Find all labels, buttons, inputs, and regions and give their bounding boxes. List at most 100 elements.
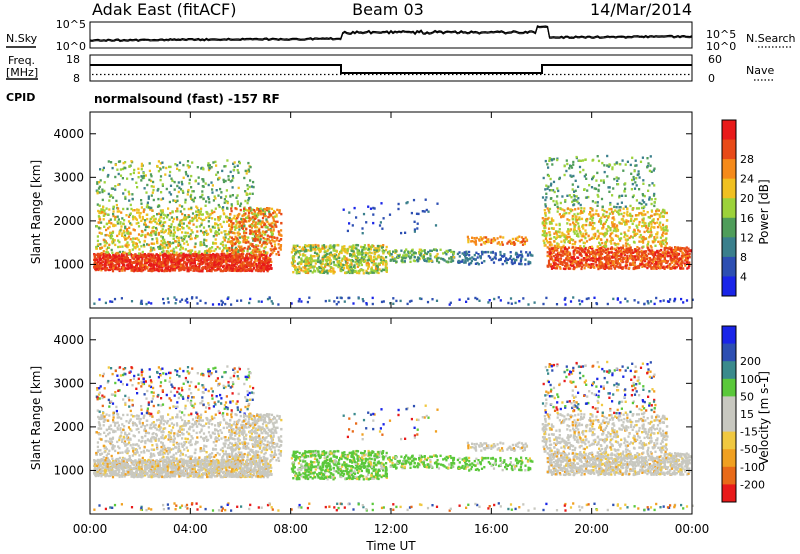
power-cell [202,226,206,229]
power-cell [234,228,237,231]
power-cell [326,252,329,256]
power-cell [186,160,190,163]
power-cell [206,256,209,260]
power-cell [96,182,99,185]
power-cell [302,266,305,269]
power-cell [521,255,524,258]
nsky-label: N.Sky [6,32,38,45]
power-cell [525,251,528,254]
power-cell [512,257,515,261]
power-cell [350,247,354,250]
power-cell [330,246,333,249]
power-cell [612,256,616,259]
power-cell [258,258,261,261]
power-cell [116,215,119,218]
power-cell [182,176,185,179]
power-cell [280,234,283,237]
power-cell [157,212,161,215]
power-cell [482,251,485,254]
power-cell [258,255,261,258]
power-cell [590,263,593,266]
power-cell [178,204,181,207]
power-cell [361,248,364,252]
power-cell [563,250,566,253]
power-cell [157,187,160,191]
power-cell [221,269,224,273]
power-cell [385,269,388,272]
power-cell [274,224,277,227]
power-cell [137,176,140,179]
power-cell [520,256,523,260]
power-cell [217,203,220,207]
power-cell [167,250,170,253]
power-cell [435,258,439,261]
power-cell [111,196,115,199]
power-cell [125,259,128,262]
power-cell [242,256,245,259]
power-cell [577,247,580,250]
power-cell [367,265,370,268]
power-cell [212,199,215,202]
power-cell [132,228,135,231]
power-cell [152,246,155,250]
power-cell [688,253,691,256]
power-cell [127,190,130,193]
power-cell [622,256,625,259]
power-cell [114,163,117,167]
power-cell [379,245,382,248]
power-cell [265,258,268,262]
power-cell [472,257,475,261]
power-cell [592,263,595,266]
power-cell [138,248,141,251]
power-cell [134,237,137,240]
power-cell [416,222,419,225]
power-cell [450,257,453,261]
power-cell [331,270,334,273]
power-cell [177,262,180,265]
power-cell [184,170,187,174]
power-cell [216,171,219,174]
power-cell [189,259,192,262]
power-cell [179,243,182,247]
power-cell [567,259,570,262]
power-cell [168,165,171,169]
power-cell [225,189,228,192]
power-cell [364,251,367,255]
power-cell [185,240,188,243]
power-cell [505,259,508,262]
power-cell [162,257,165,260]
power-cell [475,251,478,254]
power-cell [567,246,571,249]
power-cell [195,235,198,238]
power-cell [465,250,468,253]
power-cell [369,256,372,259]
power-cell [624,264,627,267]
power-cell [524,263,527,266]
power-cell [573,260,576,263]
power-cell [132,244,135,247]
power-cell [429,257,432,260]
power-cell [522,239,525,243]
power-cell [583,267,586,270]
power-cell [161,183,164,186]
power-cell [218,176,221,180]
power-cell [104,253,107,256]
power-cell [108,243,111,246]
power-cell [198,225,201,228]
power-cell [215,254,218,257]
power-cell [232,176,235,180]
power-cell [167,242,170,246]
power-cell [277,253,281,256]
power-cell [587,265,590,268]
power-cell [333,246,336,249]
power-cell [600,262,603,265]
power-cell [181,219,184,222]
power-cell [127,265,130,268]
power-cell [332,261,335,264]
freq-scale-bottom: 8 [73,72,80,85]
power-cell [624,249,628,253]
power-cell [335,258,338,261]
power-cell [129,203,132,207]
power-cell [267,228,270,231]
power-cell [179,268,182,272]
